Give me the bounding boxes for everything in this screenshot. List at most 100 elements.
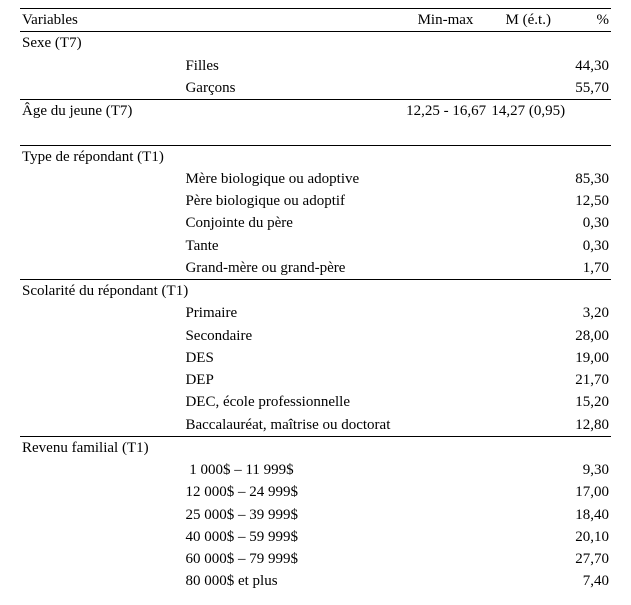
data-row: Garçons 55,70 — [20, 77, 611, 100]
section-minmax — [404, 280, 487, 303]
data-row-minmax — [404, 235, 487, 257]
data-row-m-et — [487, 459, 570, 481]
data-row: Filles 44,30 — [20, 55, 611, 77]
data-row-minmax — [404, 55, 487, 77]
section-row: Scolarité du répondant (T1) — [20, 280, 611, 303]
data-row-minmax — [404, 77, 487, 100]
data-row: 25 000$ – 39 999$18,40 — [20, 504, 611, 526]
data-row-label: Père biologique ou adoptif — [185, 190, 404, 212]
data-row-minmax — [404, 212, 487, 234]
data-row-label: Garçons — [185, 77, 404, 100]
section-m-et — [487, 32, 570, 55]
data-row: Tante 0,30 — [20, 235, 611, 257]
header-row: VariablesMin-maxM (é.t.)% — [20, 9, 611, 32]
data-row-pct: 12,80 — [570, 414, 611, 437]
section-pct-empty — [570, 145, 611, 168]
data-row-spacer — [20, 168, 185, 190]
section-title: Revenu familial (T1) — [20, 436, 404, 459]
data-row-minmax — [404, 369, 487, 391]
section-minmax — [404, 145, 487, 168]
data-row-label: DEC, école professionnelle — [185, 391, 404, 413]
data-row-spacer — [20, 235, 185, 257]
data-row-spacer — [20, 369, 185, 391]
data-row-m-et — [487, 526, 570, 548]
data-row-pct: 19,00 — [570, 347, 611, 369]
data-row-spacer — [20, 526, 185, 548]
data-row: 60 000$ – 79 999$27,70 — [20, 548, 611, 570]
section-pct-empty — [570, 436, 611, 459]
data-row-spacer — [20, 570, 185, 592]
data-row-minmax — [404, 347, 487, 369]
data-row-minmax — [404, 481, 487, 503]
section-m-et: 14,27 (0,95) — [487, 100, 570, 123]
data-row-label: Primaire — [185, 302, 404, 324]
data-row-spacer — [20, 548, 185, 570]
section-title: Type de répondant (T1) — [20, 145, 404, 168]
data-row-spacer — [20, 212, 185, 234]
data-row-pct: 28,00 — [570, 325, 611, 347]
data-row-spacer — [20, 257, 185, 280]
col-m-et: M (é.t.) — [487, 9, 570, 32]
data-row-pct: 0,30 — [570, 235, 611, 257]
data-row-minmax — [404, 570, 487, 592]
section-row: Sexe (T7) — [20, 32, 611, 55]
data-row-minmax — [404, 168, 487, 190]
data-row-m-et — [487, 235, 570, 257]
data-row-minmax — [404, 504, 487, 526]
section-title: Scolarité du répondant (T1) — [20, 280, 404, 303]
data-row-m-et — [487, 77, 570, 100]
data-row-label: DES — [185, 347, 404, 369]
data-row-spacer — [20, 347, 185, 369]
data-row: Père biologique ou adoptif 12,50 — [20, 190, 611, 212]
data-row-minmax — [404, 459, 487, 481]
data-row-spacer — [20, 302, 185, 324]
data-row-pct: 44,30 — [570, 55, 611, 77]
section-pct-empty — [570, 100, 611, 123]
data-row-spacer — [20, 77, 185, 100]
data-row-pct: 0,30 — [570, 212, 611, 234]
data-row-label: Conjointe du père — [185, 212, 404, 234]
data-row-minmax — [404, 190, 487, 212]
data-row-pct: 9,30 — [570, 459, 611, 481]
data-row: Baccalauréat, maîtrise ou doctorat12,80 — [20, 414, 611, 437]
section-minmax: 12,25 - 16,67 — [404, 100, 487, 123]
data-row-label: DEP — [185, 369, 404, 391]
col-pct: % — [570, 9, 611, 32]
data-row-pct: 12,50 — [570, 190, 611, 212]
data-row-m-et — [487, 168, 570, 190]
data-row-pct: 3,20 — [570, 302, 611, 324]
data-row-pct: 55,70 — [570, 77, 611, 100]
data-row-label: Filles — [185, 55, 404, 77]
data-row: 12 000$ – 24 999$ 17,00 — [20, 481, 611, 503]
data-row-label: 12 000$ – 24 999$ — [185, 481, 404, 503]
data-row-pct: 85,30 — [570, 168, 611, 190]
data-row-pct: 17,00 — [570, 481, 611, 503]
section-title: Sexe (T7) — [20, 32, 404, 55]
data-row-m-et — [487, 414, 570, 437]
data-row-m-et — [487, 548, 570, 570]
data-row-m-et — [487, 369, 570, 391]
data-row: DEP21,70 — [20, 369, 611, 391]
data-row-pct: 1,70 — [570, 257, 611, 280]
data-row-minmax — [404, 391, 487, 413]
section-minmax — [404, 436, 487, 459]
data-row-spacer — [20, 391, 185, 413]
data-row-label: Tante — [185, 235, 404, 257]
section-pct-empty — [570, 32, 611, 55]
section-m-et — [487, 280, 570, 303]
data-row-minmax — [404, 325, 487, 347]
section-pct-empty — [570, 280, 611, 303]
data-row-label: Grand-mère ou grand-père — [185, 257, 404, 280]
data-row-minmax — [404, 257, 487, 280]
data-row-spacer — [20, 414, 185, 437]
data-row-label: 25 000$ – 39 999$ — [185, 504, 404, 526]
data-row-m-et — [487, 570, 570, 592]
data-row-spacer — [20, 481, 185, 503]
data-row-spacer — [20, 504, 185, 526]
data-row: DEC, école professionnelle15,20 — [20, 391, 611, 413]
data-row: DES 19,00 — [20, 347, 611, 369]
data-row: Conjointe du père 0,30 — [20, 212, 611, 234]
data-row-pct: 20,10 — [570, 526, 611, 548]
data-row-m-et — [487, 504, 570, 526]
data-row-label: Mère biologique ou adoptive — [185, 168, 404, 190]
